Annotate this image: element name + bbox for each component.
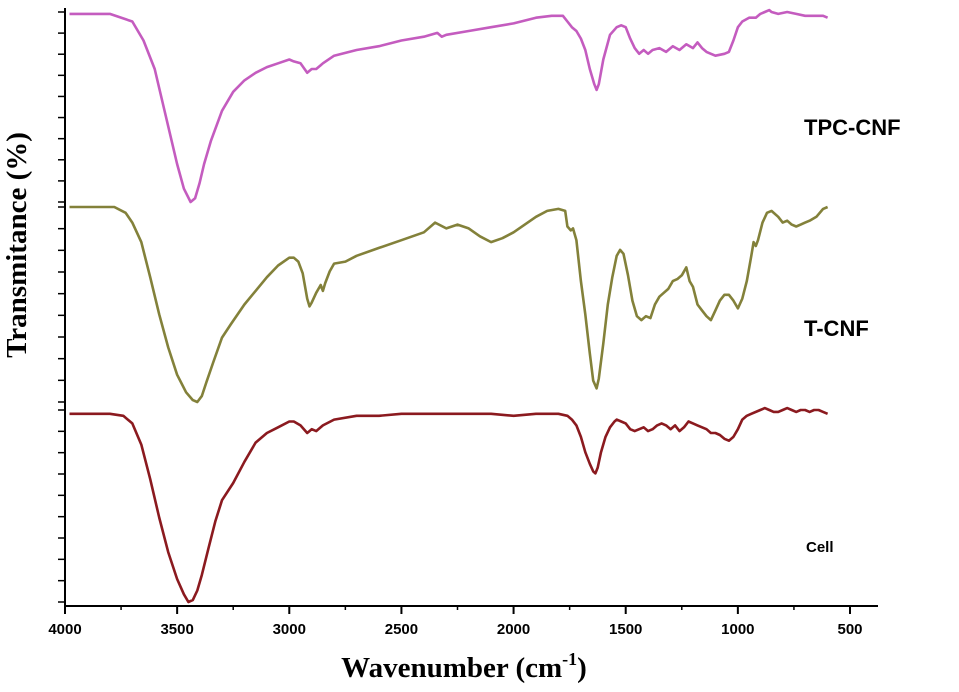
y-axis-title: Transmitance (%): [1, 132, 33, 358]
series-label-cell: Cell: [806, 539, 834, 556]
x-axis-title-close: ): [577, 652, 587, 684]
x-axis-title: Wavenumber (cm-1): [341, 649, 587, 684]
series-line-cell: [69, 406, 829, 604]
series-line-t-cnf: [69, 205, 829, 404]
x-tick-label-1000: 1000: [721, 621, 754, 638]
series-label-tpc-cnf: TPC-CNF: [804, 115, 901, 140]
x-tick-label-4000: 4000: [48, 621, 81, 638]
series-line-tpc-cnf: [69, 8, 829, 204]
x-tick-label-2000: 2000: [497, 621, 530, 638]
x-tick-label-3000: 3000: [273, 621, 306, 638]
x-tick-label-1500: 1500: [609, 621, 642, 638]
series-label-t-cnf: T-CNF: [804, 316, 869, 341]
x-tick-label-500: 500: [837, 621, 862, 638]
x-axis-ticks: 4000 3500 3000 2500 2000 1500 1000 500: [48, 606, 863, 638]
axes: 4000 3500 3000 2500 2000 1500 1000 500: [48, 8, 878, 638]
y-axis-ticks: [58, 11, 65, 603]
series-lines: [69, 8, 829, 604]
x-tick-label-2500: 2500: [385, 621, 418, 638]
x-axis-title-superscript: -1: [562, 649, 577, 669]
x-tick-label-3500: 3500: [160, 621, 193, 638]
x-axis-title-main: Wavenumber (cm: [341, 652, 562, 684]
